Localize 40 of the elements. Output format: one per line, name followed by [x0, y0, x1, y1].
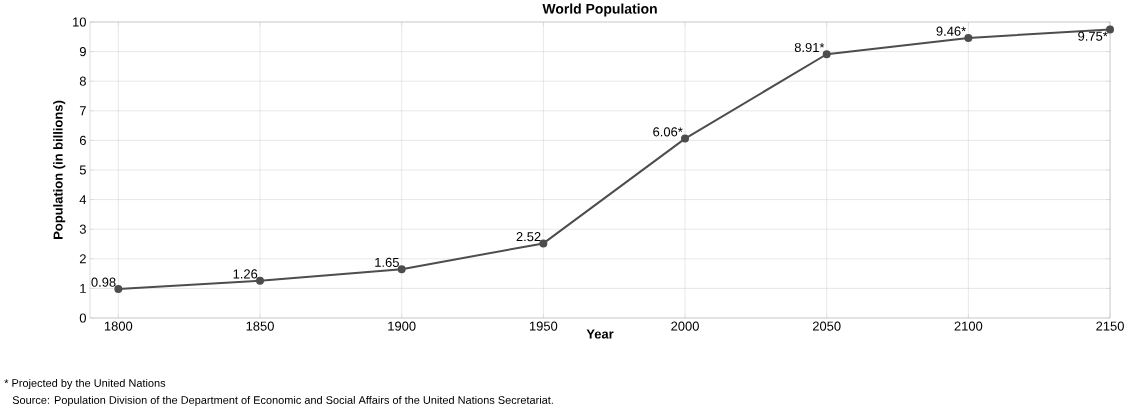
y-tick-label: 1: [80, 283, 86, 293]
text: * Projected by the United Nations: [4, 378, 166, 390]
data-label: 8.91*: [794, 42, 825, 53]
data-label: 0.98: [91, 277, 116, 287]
data-label: 9.75*: [1078, 31, 1108, 41]
y-tick-label: 7: [79, 106, 86, 116]
data-label: 1.26: [233, 269, 258, 279]
y-tick-label: 8: [79, 76, 86, 86]
x-tick-label: 2050: [812, 321, 841, 331]
point: [822, 50, 831, 59]
point: [397, 265, 406, 274]
x-axis-title: Year: [586, 329, 614, 339]
y-tick-label: 9: [79, 47, 86, 57]
chart-title: World Population: [542, 3, 657, 17]
point: [681, 134, 690, 143]
x-tick-label: 1850: [246, 321, 274, 331]
y-tick-label: 6: [79, 135, 86, 145]
y-tick-label: 0: [79, 313, 86, 323]
source-note: Source: Population Division of the Department of Economic and Social Affairs of the United Nations Secretariat.: [12, 395, 553, 407]
y-tick-label: 5: [79, 165, 86, 175]
point: [256, 276, 265, 285]
point: [539, 239, 548, 248]
point: [1106, 25, 1115, 34]
y-tick-label: 10: [73, 17, 86, 27]
y-tick-label: 3: [79, 224, 86, 234]
point: [114, 284, 123, 293]
x-tick-label: 1800: [104, 321, 133, 331]
data-label: 6.06*: [653, 127, 683, 137]
y-axis-title: Population (in billions): [53, 100, 66, 239]
x-tick-label: 1950: [529, 321, 558, 331]
data-label: 1.65: [375, 257, 399, 267]
x-tick-label: 2000: [671, 321, 699, 331]
x-tick-label: 1900: [388, 321, 416, 331]
y-tick-label: 4: [79, 195, 87, 205]
x-tick-label: 2100: [954, 321, 983, 331]
point: [964, 33, 973, 42]
data-label: 2.52: [516, 232, 541, 242]
data-label: 9.46*: [936, 26, 966, 36]
x-tick-label: 2150: [1096, 321, 1124, 331]
y-tick-label: 2: [79, 254, 86, 264]
